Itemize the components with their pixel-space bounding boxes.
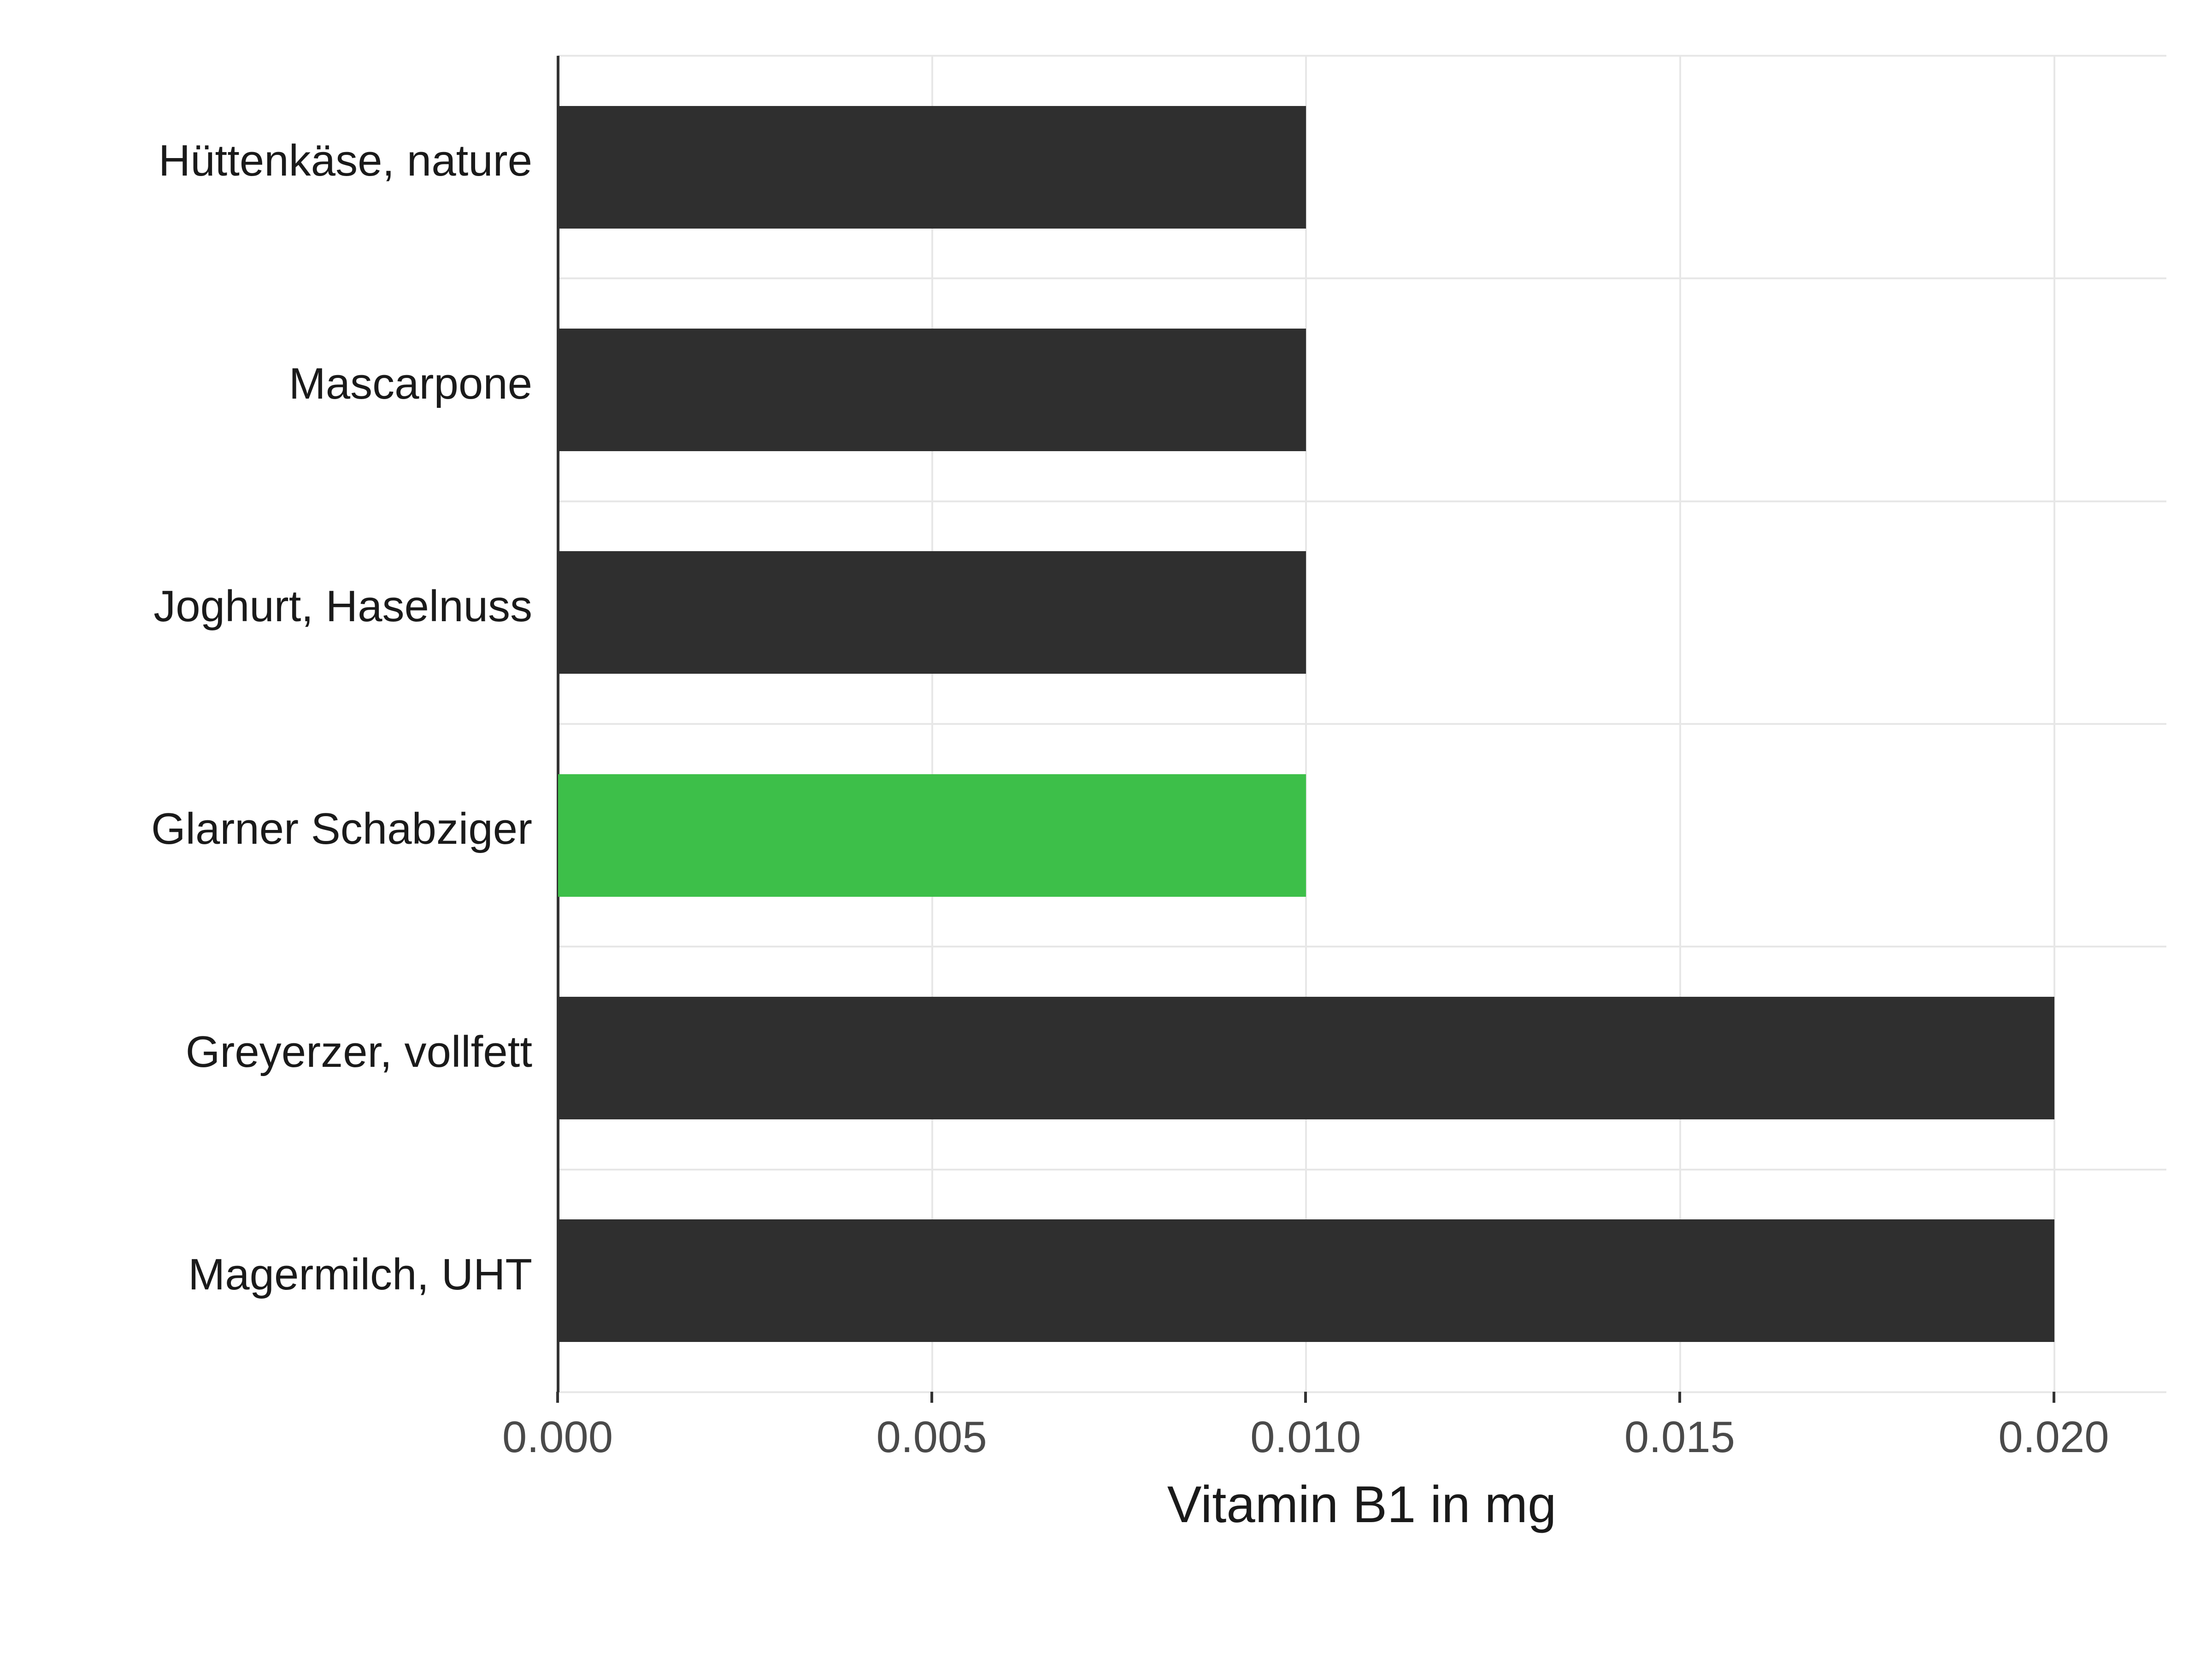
gridline-horizontal — [558, 723, 2166, 725]
x-tick-label: 0.020 — [1998, 1412, 2109, 1463]
y-tick-label: Greyerzer, vollfett — [186, 1027, 532, 1077]
bar — [558, 774, 1306, 897]
y-axis-line — [557, 56, 559, 1392]
y-tick-label: Mascarpone — [289, 359, 532, 409]
gridline-vertical — [1305, 56, 1307, 1392]
x-tick-label: 0.015 — [1624, 1412, 1735, 1463]
chart-container: Hüttenkäse, nature Mascarpone Joghurt, Has… — [0, 0, 2212, 1659]
gridline-horizontal — [558, 55, 2166, 57]
y-tick-label: Magermilch, UHT — [188, 1249, 532, 1300]
gridline-horizontal — [558, 946, 2166, 947]
x-axis-title: Vitamin B1 in mg — [1167, 1475, 1557, 1534]
gridline-horizontal — [558, 1391, 2166, 1393]
x-tick-mark — [1304, 1392, 1307, 1403]
plot-area — [558, 55, 2167, 1393]
bar — [558, 329, 1306, 451]
y-tick-label: Hüttenkäse, nature — [159, 135, 532, 186]
x-tick-mark — [556, 1392, 559, 1403]
gridline-vertical — [2053, 56, 2055, 1392]
x-tick-mark — [1678, 1392, 1681, 1403]
y-tick-label: Glarner Schabziger — [151, 804, 532, 854]
bar — [558, 997, 2054, 1119]
gridline-vertical — [931, 56, 933, 1392]
x-tick-mark — [930, 1392, 933, 1403]
gridline-vertical — [1679, 56, 1681, 1392]
x-tick-mark — [2053, 1392, 2055, 1403]
gridline-horizontal — [558, 1169, 2166, 1171]
bar — [558, 551, 1306, 674]
gridline-horizontal — [558, 500, 2166, 502]
gridline-horizontal — [558, 277, 2166, 279]
bar — [558, 1219, 2054, 1342]
x-tick-label: 0.005 — [877, 1412, 987, 1463]
bar — [558, 106, 1306, 229]
x-tick-label: 0.010 — [1250, 1412, 1361, 1463]
x-tick-label: 0.000 — [502, 1412, 613, 1463]
y-tick-label: Joghurt, Haselnuss — [153, 581, 532, 632]
